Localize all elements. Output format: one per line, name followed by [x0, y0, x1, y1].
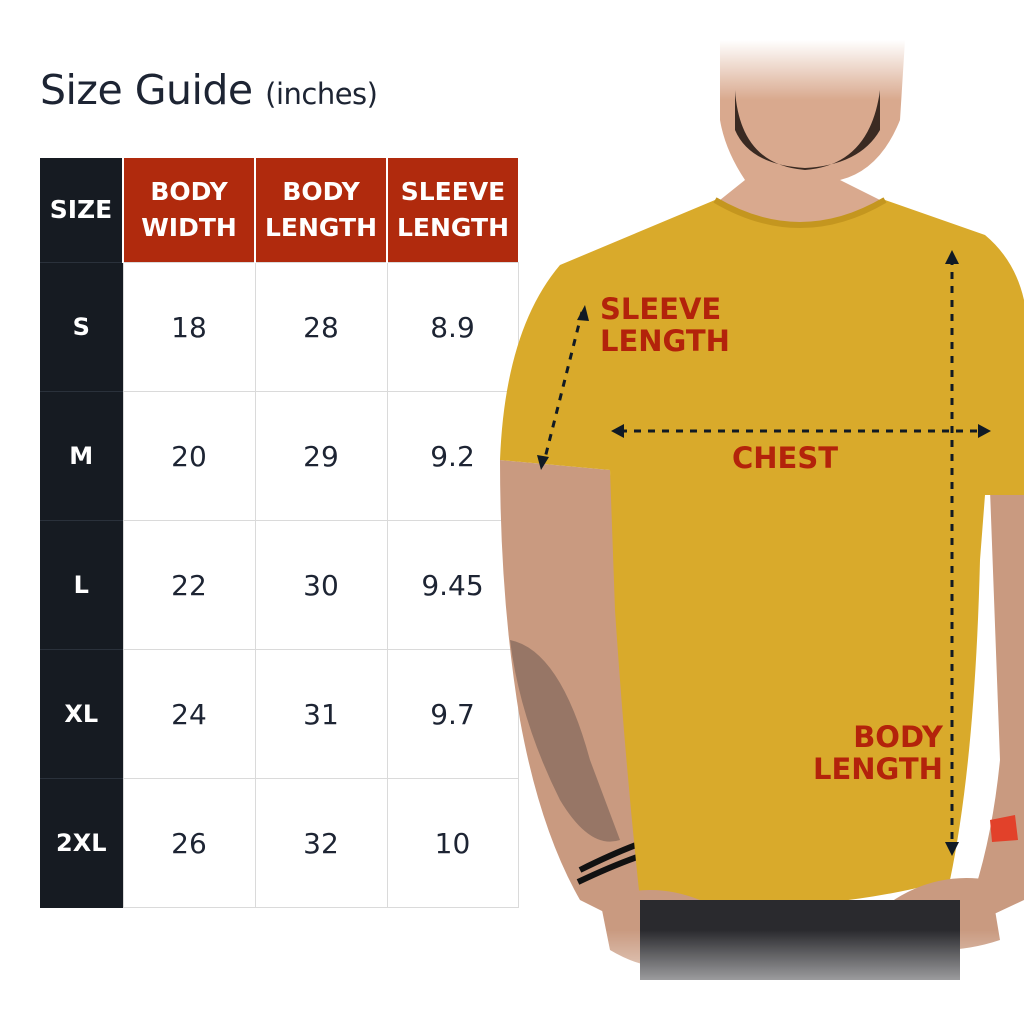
sleeve-length-label: SLEEVE LENGTH: [600, 292, 730, 358]
size-cell: M: [40, 391, 123, 521]
measurement-lines: [542, 258, 982, 848]
body-length-cell: 31: [254, 649, 388, 779]
arrow-head-icon: [945, 842, 959, 856]
size-cell: 2XL: [40, 778, 123, 908]
arrow-head-icon: [945, 250, 959, 264]
tshirt: [500, 200, 1024, 907]
table-row: 2XL 26 32 10: [40, 778, 519, 908]
table-row: M 20 29 9.2: [40, 391, 519, 521]
table-row: XL 24 31 9.7: [40, 649, 519, 779]
body-length-cell: 32: [254, 778, 388, 908]
body-length-cell: 30: [254, 520, 388, 650]
arrow-head-icon: [537, 455, 549, 470]
size-cell: S: [40, 262, 123, 392]
size-table: SIZE BODY WIDTH BODY LENGTH SLEEVE LENGTH S…: [40, 158, 519, 908]
arm-tattoo: [510, 640, 620, 842]
title-main: Size Guide: [40, 66, 253, 114]
body-width-cell: 20: [122, 391, 256, 521]
model-tshirt-figure: SLEEVE LENGTH CHEST BODY LENGTH: [490, 40, 1024, 1024]
body-width-cell: 18: [122, 262, 256, 392]
header-body-length: BODY LENGTH: [254, 158, 387, 263]
table-row: L 22 30 9.45: [40, 520, 519, 650]
sleeve-length-cell: 9.7: [386, 649, 519, 779]
chest-label: CHEST: [732, 441, 839, 475]
header-sleeve-length: SLEEVE LENGTH: [386, 158, 518, 263]
sleeve-length-cell: 9.2: [386, 391, 519, 521]
body-length-cell: 29: [254, 391, 388, 521]
sleeve-length-cell: 9.45: [386, 520, 519, 650]
size-cell: XL: [40, 649, 123, 779]
title-unit: (inches): [265, 77, 378, 111]
body-width-cell: 22: [122, 520, 256, 650]
header-size: SIZE: [40, 158, 123, 263]
body-length-cell: 28: [254, 262, 388, 392]
table-header-row: SIZE BODY WIDTH BODY LENGTH SLEEVE LENGTH: [40, 158, 518, 263]
table-row: S 18 28 8.9: [40, 262, 519, 392]
sleeve-length-cell: 8.9: [386, 262, 519, 392]
size-cell: L: [40, 520, 123, 650]
header-body-width: BODY WIDTH: [122, 158, 255, 263]
sleeve-length-cell: 10: [386, 778, 519, 908]
body-width-cell: 26: [122, 778, 256, 908]
body-length-label: BODY LENGTH: [813, 720, 943, 786]
arrow-head-icon: [611, 424, 624, 438]
sleeve-arrow-line: [542, 311, 584, 463]
tshirt-illustration: [490, 40, 1024, 1024]
arrow-head-icon: [577, 305, 589, 321]
arrow-head-icon: [978, 424, 991, 438]
page-title: Size Guide (inches): [40, 66, 378, 114]
body-width-cell: 24: [122, 649, 256, 779]
